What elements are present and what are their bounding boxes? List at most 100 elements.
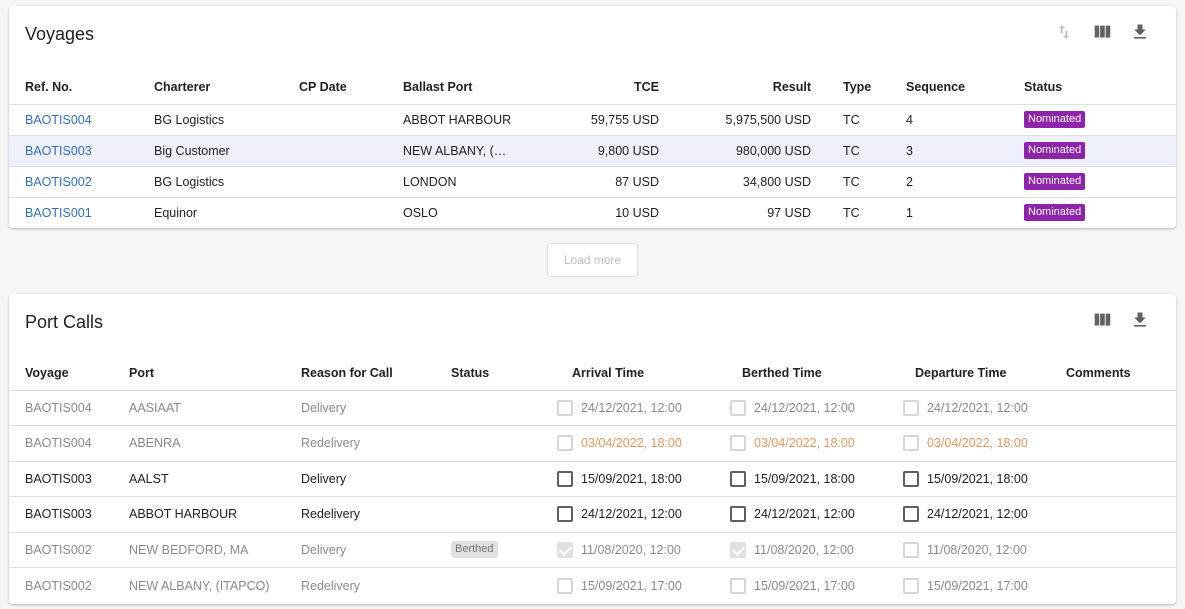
table-row[interactable]: BAOTIS003 ABBOT HARBOUR Redelivery 24/12…: [9, 496, 1176, 533]
result-cell: 34,800 USD: [659, 166, 811, 198]
status-cell: Berthed: [435, 532, 541, 568]
col-comments[interactable]: Comments: [1050, 356, 1176, 391]
berthed-cell: 24/12/2021, 12:00: [714, 390, 887, 426]
arrival-checkbox[interactable]: [557, 470, 573, 487]
table-row[interactable]: BAOTIS003 AALST Delivery 15/09/2021, 18:…: [9, 461, 1176, 497]
arrival-cell: 24/12/2021, 12:00: [541, 390, 714, 426]
port-calls-toolbar: [1090, 308, 1152, 332]
arrival-cell: 15/09/2021, 18:00: [541, 461, 714, 497]
berthed-checkbox[interactable]: [730, 435, 746, 452]
download-icon[interactable]: [1128, 308, 1152, 332]
sort-icon[interactable]: [1052, 20, 1076, 44]
table-row[interactable]: BAOTIS002 BG Logistics LONDON 87 USD 34,…: [9, 166, 1176, 198]
col-arrival-time[interactable]: Arrival Time: [541, 356, 714, 391]
voyage-ref-link[interactable]: BAOTIS004: [25, 112, 92, 127]
col-type[interactable]: Type: [811, 70, 890, 105]
departure-checkbox[interactable]: [903, 577, 919, 594]
table-row[interactable]: BAOTIS004 ABENRA Redelivery 03/04/2022, …: [9, 425, 1176, 462]
reason-cell: Redelivery: [285, 425, 435, 462]
comments-cell: [1050, 568, 1176, 604]
berthed-checkbox[interactable]: [730, 577, 746, 594]
col-berthed-time[interactable]: Berthed Time: [714, 356, 887, 391]
voyages-title: Voyages: [25, 24, 95, 44]
arrival-cell: 11/08/2020, 12:00: [541, 532, 714, 568]
cp-date-cell: [283, 197, 387, 228]
arrival-cell: 15/09/2021, 17:00: [541, 568, 714, 604]
view-column-icon[interactable]: [1090, 20, 1114, 44]
departure-checkbox[interactable]: [903, 470, 919, 487]
comments-cell: [1050, 496, 1176, 533]
col-departure-time[interactable]: Departure Time: [887, 356, 1050, 391]
col-status[interactable]: Status: [1008, 70, 1176, 105]
voyages-table: Ref. No. Charterer CP Date Ballast Port …: [9, 70, 1176, 228]
col-voyage[interactable]: Voyage: [9, 356, 113, 391]
departure-cell: 15/09/2021, 18:00: [887, 461, 1050, 497]
comments-cell: [1050, 532, 1176, 568]
voyages-header-row: Ref. No. Charterer CP Date Ballast Port …: [9, 70, 1176, 105]
charterer-cell: BG Logistics: [138, 104, 283, 136]
arrival-checkbox[interactable]: [557, 506, 573, 523]
col-status[interactable]: Status: [435, 356, 541, 391]
col-charterer[interactable]: Charterer: [138, 70, 283, 105]
status-badge: Nominated: [1024, 173, 1086, 190]
col-ballast-port[interactable]: Ballast Port: [387, 70, 537, 105]
table-row[interactable]: BAOTIS001 Equinor OSLO 10 USD 97 USD TC …: [9, 197, 1176, 228]
voyage-ref-link[interactable]: BAOTIS001: [25, 205, 92, 220]
berthed-cell: 03/04/2022, 18:00: [714, 425, 887, 462]
table-row[interactable]: BAOTIS003 Big Customer NEW ALBANY, (… 9,…: [9, 135, 1176, 167]
charterer-cell: Big Customer: [138, 135, 283, 167]
port-cell: AALST: [113, 461, 285, 497]
comments-cell: [1050, 425, 1176, 462]
col-port[interactable]: Port: [113, 356, 285, 391]
table-row[interactable]: BAOTIS002 NEW ALBANY, (ITAPCO) Redeliver…: [9, 568, 1176, 604]
reason-cell: Delivery: [285, 532, 435, 568]
col-ref-no[interactable]: Ref. No.: [9, 70, 138, 105]
table-row[interactable]: BAOTIS004 AASIAAT Delivery 24/12/2021, 1…: [9, 390, 1176, 426]
berthed-cell: 15/09/2021, 17:00: [714, 568, 887, 604]
port-cell: NEW BEDFORD, MA: [113, 532, 285, 568]
load-more-button[interactable]: Load more: [547, 243, 638, 277]
charterer-cell: Equinor: [154, 205, 198, 220]
col-tce[interactable]: TCE: [537, 70, 659, 105]
voyage-ref-link[interactable]: BAOTIS002: [25, 174, 92, 189]
departure-checkbox[interactable]: [903, 435, 919, 452]
arrival-checkbox[interactable]: [557, 541, 573, 558]
download-icon[interactable]: [1128, 20, 1152, 44]
ballast-port-cell: NEW ALBANY, (…: [387, 135, 537, 167]
port-cell: NEW ALBANY, (ITAPCO): [129, 578, 270, 593]
berthed-checkbox[interactable]: [730, 541, 746, 558]
port-calls-card: Port Calls Voyage Port Reason for Call S…: [9, 294, 1176, 604]
status-badge: Nominated: [1024, 111, 1086, 128]
berthed-cell: 24/12/2021, 12:00: [714, 496, 887, 533]
sequence-cell: 4: [890, 104, 1008, 136]
voyage-cell: BAOTIS002: [25, 578, 92, 593]
table-row[interactable]: BAOTIS004 BG Logistics ABBOT HARBOUR 59,…: [9, 104, 1176, 136]
arrival-checkbox[interactable]: [557, 577, 573, 594]
cp-date-cell: [283, 166, 387, 198]
departure-checkbox[interactable]: [903, 399, 919, 416]
status-badge: Berthed: [451, 541, 498, 559]
departure-cell: 15/09/2021, 17:00: [887, 568, 1050, 604]
berthed-checkbox[interactable]: [730, 399, 746, 416]
arrival-checkbox[interactable]: [557, 399, 573, 416]
col-reason-for-call[interactable]: Reason for Call: [285, 356, 435, 391]
view-column-icon[interactable]: [1090, 308, 1114, 332]
col-cp-date[interactable]: CP Date: [283, 70, 387, 105]
tce-cell: 59,755 USD: [537, 104, 659, 136]
col-result[interactable]: Result: [659, 70, 811, 105]
table-row[interactable]: BAOTIS002 NEW BEDFORD, MA Delivery Berth…: [9, 532, 1176, 568]
voyage-ref-link[interactable]: BAOTIS003: [25, 143, 92, 158]
sequence-cell: 1: [906, 205, 913, 220]
col-sequence[interactable]: Sequence: [890, 70, 1008, 105]
status-badge: Nominated: [1024, 204, 1086, 222]
departure-checkbox[interactable]: [903, 506, 919, 523]
cp-date-cell: [283, 135, 387, 167]
port-cell: AASIAAT: [113, 390, 285, 426]
departure-checkbox[interactable]: [903, 541, 919, 558]
berthed-checkbox[interactable]: [730, 470, 746, 487]
reason-cell: Redelivery: [301, 578, 361, 593]
berthed-checkbox[interactable]: [730, 506, 746, 523]
departure-cell: 11/08/2020, 12:00: [887, 532, 1050, 568]
voyages-card: Voyages Ref. No. Charterer CP Date Balla…: [9, 6, 1176, 228]
arrival-checkbox[interactable]: [557, 435, 573, 452]
